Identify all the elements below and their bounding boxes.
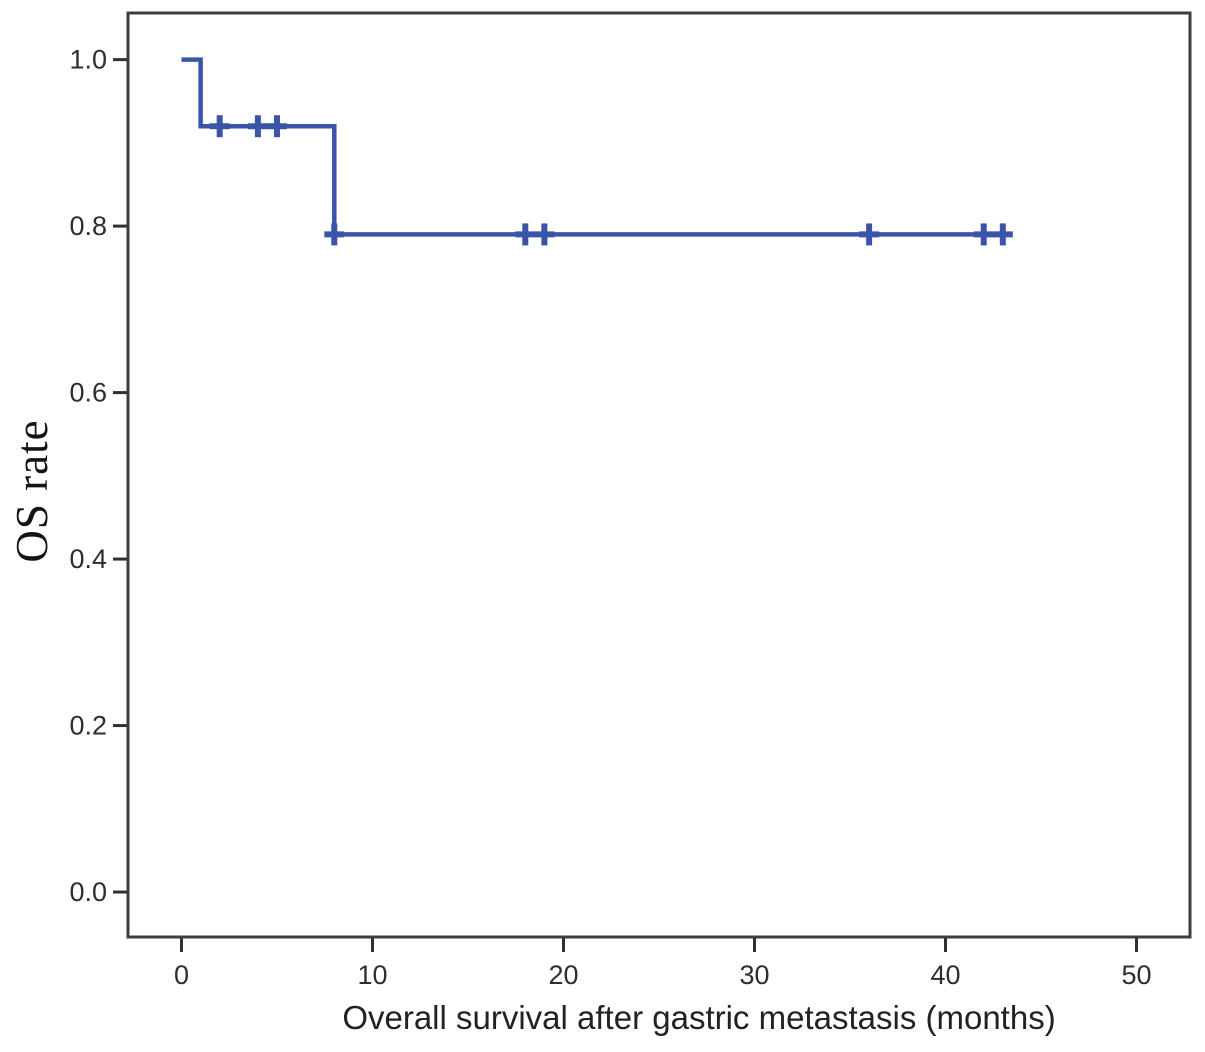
y-tick-label: 0.6 [69,378,107,408]
y-tick-label: 0.4 [69,544,107,574]
x-tick-label: 40 [930,960,960,990]
y-tick-label: 0.2 [69,711,107,741]
x-tick-label: 30 [739,960,769,990]
survival-curve [181,57,1013,237]
x-tick-label: 50 [1121,960,1151,990]
y-tick-label: 0.0 [69,877,107,907]
y-tick-label: 1.0 [69,45,107,75]
x-tick-label: 10 [357,960,387,990]
x-axis-label: Overall survival after gastric metastasi… [342,999,1056,1036]
plot-frame [126,11,1192,939]
x-tick-label: 20 [548,960,578,990]
y-tick-label: 0.8 [69,211,107,241]
x-tick-label: 0 [174,960,189,990]
y-axis-label: OS rate [7,419,57,563]
